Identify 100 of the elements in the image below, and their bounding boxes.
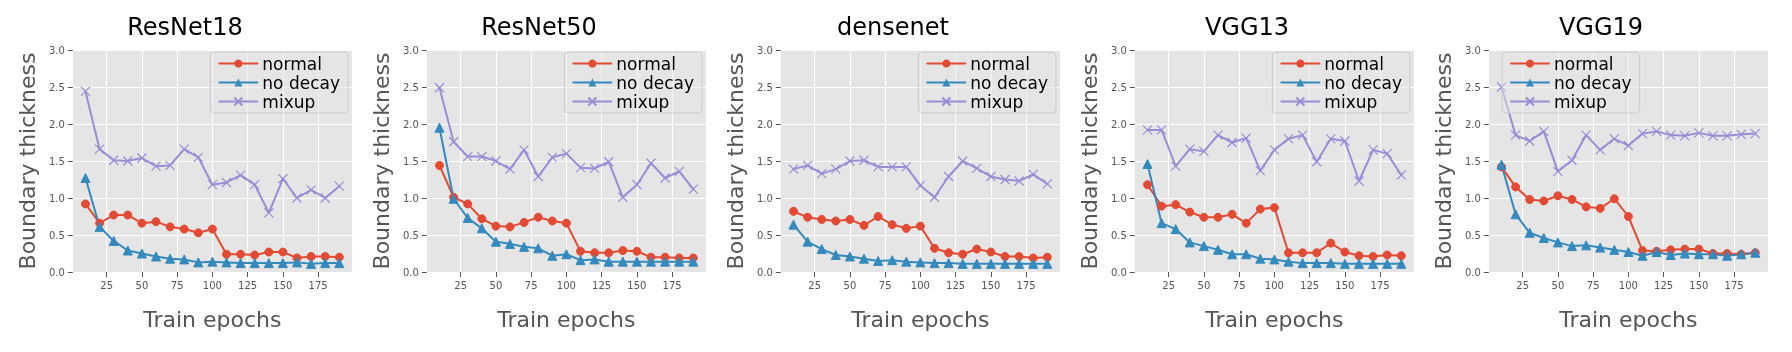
y-tick-label: 1.0 [402, 192, 419, 204]
x-tick-label: 125 [946, 279, 966, 291]
x-axis-title: Train epochs [850, 306, 990, 332]
x-tick-label: 50 [135, 279, 149, 291]
x-tick-label: 125 [1654, 279, 1674, 291]
x-tick-label: 150 [981, 279, 1001, 291]
y-tick-label: 0.5 [1464, 229, 1481, 241]
x-tick-label: 150 [627, 279, 647, 291]
chart-title: ResNet18 [127, 13, 243, 41]
y-tick-label: 2.0 [1110, 118, 1127, 130]
y-tick-label: 3.0 [1464, 44, 1481, 56]
legend-label: no decay [1324, 72, 1402, 93]
x-tick-label: 100 [556, 279, 576, 291]
x-tick-label: 75 [878, 279, 892, 291]
legend-label: normal [262, 53, 322, 74]
y-tick-label: 1.0 [1110, 192, 1127, 204]
x-tick-label: 175 [1016, 279, 1036, 291]
legend-label: normal [1324, 53, 1384, 74]
x-tick-label: 125 [1300, 279, 1320, 291]
legend-label: no decay [1554, 72, 1632, 93]
y-tick-label: 2.5 [1464, 81, 1481, 93]
y-tick-label: 0.0 [402, 266, 419, 278]
legend-label: normal [616, 53, 676, 74]
legend-label: mixup [262, 91, 316, 112]
chart-title: VGG19 [1558, 13, 1644, 41]
x-axis-title: Train epochs [1204, 306, 1344, 332]
legend-label: mixup [616, 91, 670, 112]
y-tick-label: 0.5 [756, 229, 773, 241]
y-axis-title: Boundary thickness [1076, 52, 1102, 270]
chart-title: VGG13 [1204, 13, 1290, 41]
legend-label: no decay [262, 72, 340, 93]
y-tick-label: 0.5 [402, 229, 419, 241]
legend-label: mixup [1324, 91, 1378, 112]
y-tick-label: 3.0 [402, 44, 419, 56]
y-tick-label: 0.0 [48, 266, 65, 278]
x-tick-label: 150 [1689, 279, 1709, 291]
y-tick-label: 2.5 [1110, 81, 1127, 93]
y-tick-label: 1.0 [48, 192, 65, 204]
y-axis-title: Boundary thickness [722, 52, 748, 270]
y-tick-label: 0.0 [1110, 266, 1127, 278]
y-tick-label: 0.5 [1110, 229, 1127, 241]
x-axis-title: Train epochs [496, 306, 636, 332]
legend-label: normal [1554, 53, 1614, 74]
y-axis-title: Boundary thickness [14, 52, 40, 270]
y-tick-label: 3.0 [756, 44, 773, 56]
x-tick-label: 150 [273, 279, 293, 291]
y-tick-label: 2.5 [48, 81, 65, 93]
y-tick-label: 3.0 [48, 44, 65, 56]
y-tick-label: 2.0 [756, 118, 773, 130]
x-tick-label: 150 [1335, 279, 1355, 291]
x-tick-label: 175 [1370, 279, 1390, 291]
y-tick-label: 1.5 [756, 155, 773, 167]
legend-label: mixup [970, 91, 1024, 112]
x-tick-label: 100 [1618, 279, 1638, 291]
x-tick-label: 75 [524, 279, 538, 291]
y-tick-label: 3.0 [1110, 44, 1127, 56]
x-tick-label: 75 [1586, 279, 1600, 291]
y-tick-label: 1.0 [756, 192, 773, 204]
x-tick-label: 25 [1162, 279, 1176, 291]
legend-label: no decay [970, 72, 1048, 93]
y-tick-label: 1.5 [1110, 155, 1127, 167]
x-tick-label: 175 [308, 279, 328, 291]
x-axis-title: Train epochs [142, 306, 282, 332]
x-tick-label: 75 [170, 279, 184, 291]
chart-title: densenet [837, 13, 949, 41]
y-axis-title: Boundary thickness [1430, 52, 1456, 270]
x-tick-label: 50 [843, 279, 857, 291]
x-tick-label: 100 [1264, 279, 1284, 291]
y-tick-label: 0.5 [48, 229, 65, 241]
y-tick-label: 1.0 [1464, 192, 1481, 204]
x-tick-label: 25 [454, 279, 468, 291]
y-tick-label: 1.5 [1464, 155, 1481, 167]
y-tick-label: 0.0 [756, 266, 773, 278]
x-tick-label: 175 [1724, 279, 1744, 291]
x-tick-label: 175 [662, 279, 682, 291]
x-tick-label: 125 [238, 279, 258, 291]
chart-title: ResNet50 [481, 13, 597, 41]
x-axis-title: Train epochs [1558, 306, 1698, 332]
x-tick-label: 100 [202, 279, 222, 291]
y-tick-label: 2.0 [402, 118, 419, 130]
y-tick-label: 1.5 [48, 155, 65, 167]
x-tick-label: 50 [489, 279, 503, 291]
y-tick-label: 2.0 [1464, 118, 1481, 130]
x-tick-label: 125 [592, 279, 612, 291]
x-tick-label: 50 [1551, 279, 1565, 291]
y-tick-label: 2.5 [756, 81, 773, 93]
y-tick-label: 0.0 [1464, 266, 1481, 278]
x-tick-label: 100 [910, 279, 930, 291]
legend-label: no decay [616, 72, 694, 93]
x-tick-label: 50 [1197, 279, 1211, 291]
x-tick-label: 25 [100, 279, 114, 291]
y-tick-label: 1.5 [402, 155, 419, 167]
y-tick-label: 2.0 [48, 118, 65, 130]
legend-label: normal [970, 53, 1030, 74]
y-tick-label: 2.5 [402, 81, 419, 93]
x-tick-label: 75 [1232, 279, 1246, 291]
legend-label: mixup [1554, 91, 1607, 112]
y-axis-title: Boundary thickness [368, 52, 394, 270]
x-tick-label: 25 [1516, 279, 1530, 291]
x-tick-label: 25 [808, 279, 822, 291]
